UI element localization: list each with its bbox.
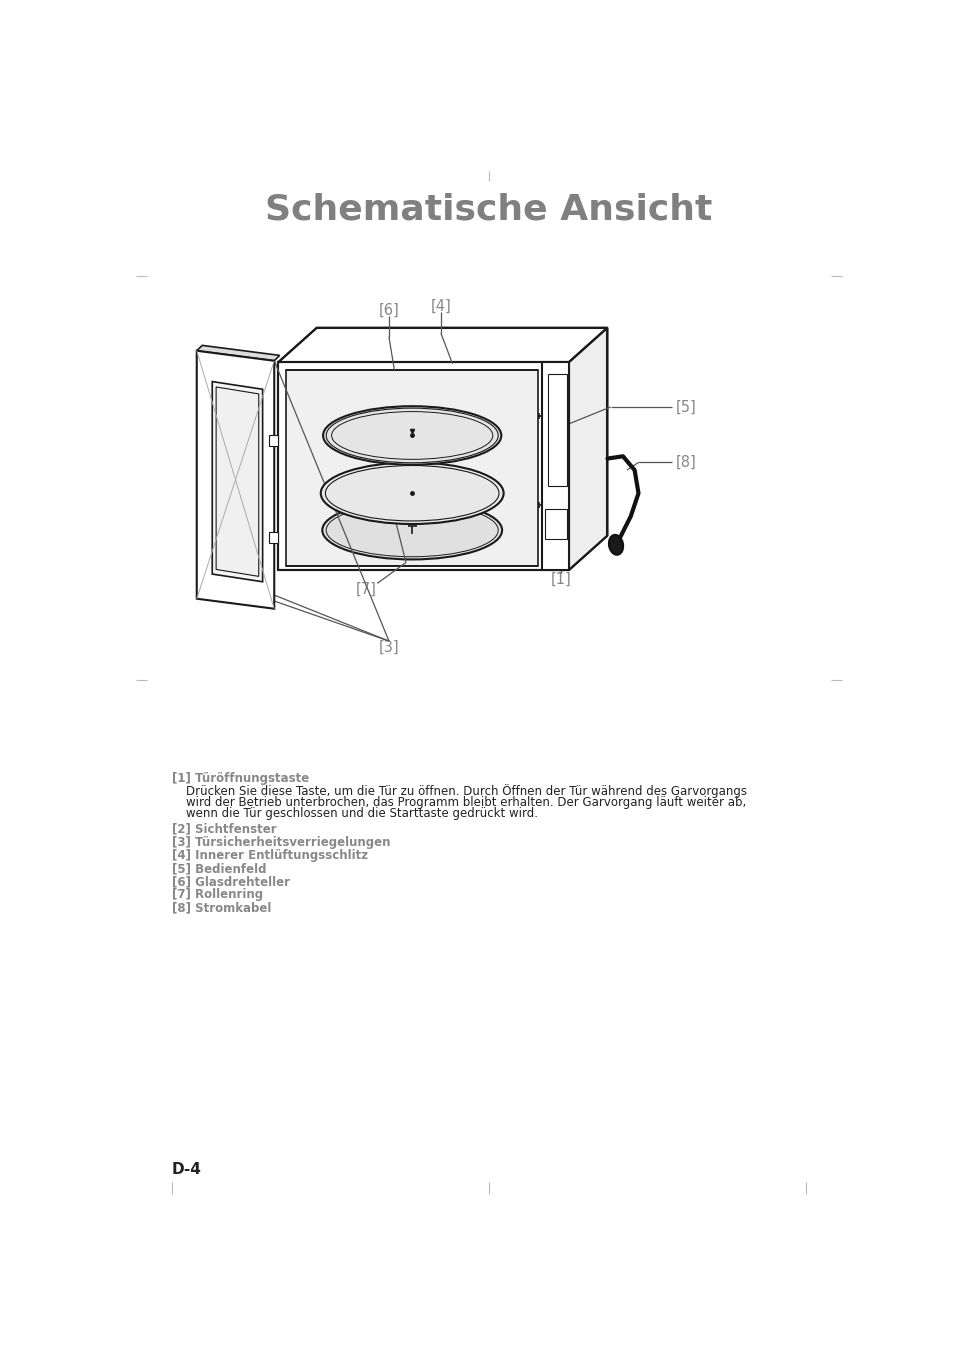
Text: [8]: [8] [675,455,696,470]
Ellipse shape [322,501,501,559]
Ellipse shape [326,504,497,557]
Ellipse shape [320,462,503,524]
Text: [5]: [5] [675,400,696,415]
Text: [2] Sichtfenster: [2] Sichtfenster [172,823,276,836]
Text: [3]: [3] [378,640,399,655]
Text: [6]: [6] [378,303,399,317]
Ellipse shape [326,408,497,463]
Text: Drücken Sie diese Taste, um die Tür zu öffnen. Durch Öffnen der Tür während des : Drücken Sie diese Taste, um die Tür zu ö… [186,785,746,798]
Polygon shape [544,508,567,539]
Polygon shape [286,370,537,566]
Text: [4]: [4] [430,299,451,313]
Text: [7]: [7] [355,582,375,597]
Polygon shape [568,328,607,570]
Ellipse shape [332,412,493,459]
Polygon shape [196,351,274,609]
Text: [4] Innerer Entlüftungsschlitz: [4] Innerer Entlüftungsschlitz [172,848,368,862]
Ellipse shape [608,535,622,555]
Text: [1] Türöffnungstaste: [1] Türöffnungstaste [172,771,309,785]
Text: [6] Glasdrehteller: [6] Glasdrehteller [172,875,290,888]
Polygon shape [547,374,567,485]
Polygon shape [196,346,279,361]
Polygon shape [269,532,278,543]
Text: [2]: [2] [227,474,247,489]
Text: [7] Rollenring: [7] Rollenring [172,888,263,901]
Text: wenn die Tür geschlossen und die Starttaste gedrückt wird.: wenn die Tür geschlossen und die Startta… [186,808,537,820]
Polygon shape [278,328,607,362]
Ellipse shape [323,407,500,465]
Polygon shape [212,381,262,582]
Polygon shape [269,435,278,446]
Ellipse shape [325,466,498,521]
Text: Schematische Ansicht: Schematische Ansicht [265,193,712,227]
Polygon shape [541,362,568,570]
Text: wird der Betrieb unterbrochen, das Programm bleibt erhalten. Der Garvorgang läuf: wird der Betrieb unterbrochen, das Progr… [186,796,745,809]
Text: [1]: [1] [550,571,571,586]
Text: D-4: D-4 [172,1162,202,1177]
Text: [3] Türsicherheitsverriegelungen: [3] Türsicherheitsverriegelungen [172,836,390,848]
Text: [5] Bedienfeld: [5] Bedienfeld [172,862,266,875]
Polygon shape [278,362,568,570]
Text: [8] Stromkabel: [8] Stromkabel [172,901,271,915]
Polygon shape [216,386,258,577]
